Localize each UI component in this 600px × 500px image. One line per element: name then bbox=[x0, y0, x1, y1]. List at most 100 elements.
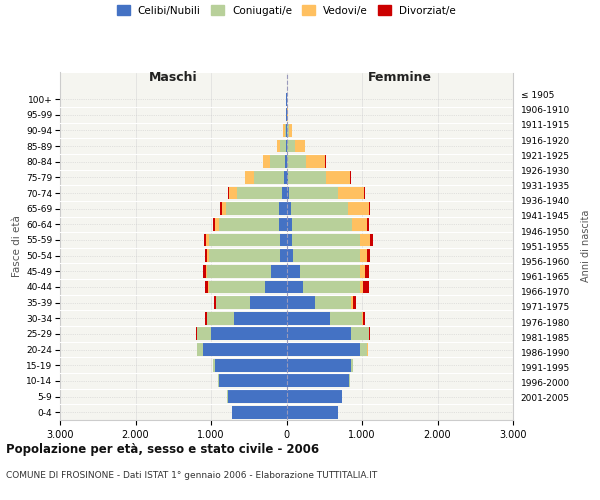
Bar bbox=[287, 202, 291, 215]
Bar bbox=[282, 186, 287, 200]
Bar bbox=[227, 390, 287, 403]
Bar bbox=[287, 218, 369, 231]
Bar bbox=[206, 234, 287, 246]
Bar bbox=[196, 328, 287, 340]
Bar bbox=[284, 124, 287, 137]
Bar bbox=[245, 171, 287, 184]
Bar bbox=[287, 171, 326, 184]
Bar bbox=[287, 374, 350, 388]
Bar bbox=[287, 374, 349, 388]
Bar bbox=[287, 202, 370, 215]
Bar bbox=[208, 280, 287, 293]
Bar bbox=[284, 171, 287, 184]
Bar bbox=[205, 280, 287, 293]
Text: COMUNE DI FROSINONE - Dati ISTAT 1° gennaio 2006 - Elaborazione TUTTITALIA.IT: COMUNE DI FROSINONE - Dati ISTAT 1° genn… bbox=[6, 470, 377, 480]
Bar bbox=[287, 234, 292, 246]
Bar bbox=[227, 390, 287, 403]
Bar bbox=[287, 249, 367, 262]
Bar bbox=[205, 249, 287, 262]
Bar bbox=[287, 249, 361, 262]
Bar bbox=[221, 202, 287, 215]
Bar bbox=[197, 343, 287, 356]
Bar bbox=[209, 280, 287, 293]
Bar bbox=[287, 343, 361, 356]
Bar bbox=[232, 406, 287, 418]
Bar bbox=[287, 234, 360, 246]
Bar bbox=[213, 359, 287, 372]
Bar bbox=[207, 312, 287, 324]
Bar bbox=[204, 234, 287, 246]
Text: Popolazione per età, sesso e stato civile - 2006: Popolazione per età, sesso e stato civil… bbox=[6, 442, 319, 456]
Bar bbox=[287, 359, 353, 372]
Bar bbox=[263, 156, 287, 168]
Bar bbox=[287, 374, 350, 388]
Bar bbox=[286, 108, 287, 121]
Bar bbox=[211, 328, 287, 340]
Bar bbox=[206, 265, 287, 278]
Bar bbox=[232, 406, 287, 418]
Bar bbox=[215, 296, 287, 309]
Bar bbox=[197, 328, 287, 340]
Bar bbox=[197, 343, 287, 356]
Bar bbox=[207, 265, 287, 278]
Bar bbox=[213, 359, 287, 372]
Bar bbox=[283, 124, 287, 137]
Bar bbox=[215, 359, 287, 372]
Bar bbox=[216, 296, 287, 309]
Bar bbox=[287, 124, 292, 137]
Bar bbox=[218, 374, 287, 388]
Bar bbox=[287, 312, 330, 324]
Bar bbox=[277, 140, 287, 152]
Bar bbox=[287, 186, 365, 200]
Bar bbox=[232, 406, 287, 418]
Bar bbox=[287, 343, 367, 356]
Bar bbox=[287, 202, 347, 215]
Bar bbox=[213, 218, 287, 231]
Bar bbox=[286, 140, 287, 152]
Bar bbox=[218, 374, 287, 388]
Bar bbox=[203, 265, 287, 278]
Bar bbox=[287, 280, 363, 293]
Bar bbox=[287, 156, 326, 168]
Bar bbox=[283, 124, 287, 137]
Bar bbox=[287, 406, 338, 418]
Bar bbox=[245, 171, 287, 184]
Bar bbox=[270, 156, 287, 168]
Bar bbox=[287, 265, 369, 278]
Bar bbox=[287, 312, 362, 324]
Y-axis label: Anni di nascita: Anni di nascita bbox=[581, 210, 591, 282]
Bar bbox=[214, 296, 287, 309]
Bar bbox=[287, 218, 352, 231]
Bar bbox=[207, 249, 287, 262]
Bar bbox=[287, 390, 342, 403]
Bar bbox=[287, 140, 305, 152]
Bar bbox=[227, 390, 287, 403]
Bar bbox=[287, 280, 360, 293]
Bar bbox=[287, 312, 365, 324]
Bar bbox=[287, 343, 368, 356]
Bar bbox=[287, 140, 295, 152]
Bar bbox=[287, 406, 338, 418]
Legend: Celibi/Nubili, Coniugati/e, Vedovi/e, Divorziat/e: Celibi/Nubili, Coniugati/e, Vedovi/e, Di… bbox=[113, 2, 460, 20]
Bar bbox=[277, 140, 287, 152]
Bar bbox=[286, 108, 287, 121]
Bar bbox=[287, 249, 370, 262]
Bar bbox=[287, 343, 368, 356]
Text: Femmine: Femmine bbox=[368, 71, 432, 84]
Bar bbox=[265, 280, 287, 293]
Bar bbox=[287, 406, 338, 418]
Bar bbox=[287, 124, 289, 137]
Bar bbox=[263, 156, 287, 168]
Bar bbox=[287, 265, 300, 278]
Bar bbox=[287, 140, 305, 152]
Bar bbox=[287, 359, 353, 372]
Bar bbox=[213, 359, 287, 372]
Bar bbox=[287, 156, 306, 168]
Bar bbox=[226, 202, 287, 215]
Bar bbox=[236, 186, 287, 200]
Bar bbox=[287, 328, 350, 340]
Bar bbox=[287, 280, 369, 293]
Bar bbox=[287, 171, 288, 184]
Bar bbox=[287, 186, 364, 200]
Bar bbox=[218, 374, 287, 388]
